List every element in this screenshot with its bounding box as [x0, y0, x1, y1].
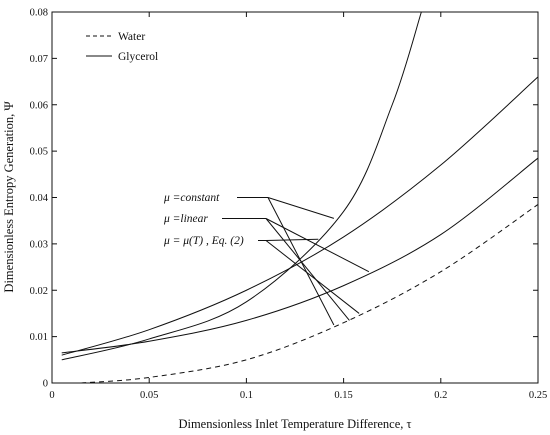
series-line-0 [81, 204, 539, 384]
x-tick-label: 0.15 [334, 390, 352, 401]
annotation-leader [267, 197, 335, 219]
annotation-label: μ = μ(T) , Eq. (2) [163, 235, 244, 247]
y-tick-label: 0.03 [30, 239, 48, 250]
x-tick-label: 0.1 [240, 390, 253, 401]
y-tick-label: 0 [43, 379, 48, 390]
series-line-1 [61, 76, 539, 356]
annotation-leader [265, 238, 319, 241]
y-tick-label: 0.02 [30, 286, 48, 297]
annotation-leader [265, 240, 360, 314]
annotation-leader [265, 218, 370, 273]
annotation-leader [265, 218, 350, 321]
legend: Water Glycerol [86, 31, 158, 63]
annotation-label: μ =constant [163, 192, 220, 204]
series-line-2 [61, 157, 539, 354]
axis-ticks: 0 0.05 0.1 0.15 0.2 0.25 0 0.01 0.02 0.03 0.04 0.05… [30, 8, 548, 402]
x-tick-label: 0.25 [529, 390, 547, 401]
x-tick-label: 0 [49, 390, 54, 401]
plot-frame [51, 11, 539, 384]
y-tick-label: 0.06 [30, 100, 48, 111]
y-tick-label: 0.01 [30, 332, 48, 343]
series-line-3 [61, 11, 422, 361]
y-tick-label: 0.05 [30, 147, 48, 158]
y-axis-label: Dimensionless Entropy Generation, Ψ [2, 101, 16, 293]
x-axis-label: Dimensionless Inlet Temperature Differen… [178, 417, 411, 431]
series-group [61, 11, 539, 384]
x-tick-label: 0.05 [140, 390, 158, 401]
annotation-group: μ =constant μ =linear μ = μ(T) , Eq. (2) [163, 192, 370, 326]
legend-glycerol-label: Glycerol [118, 51, 158, 63]
y-tick-label: 0.08 [30, 8, 48, 19]
y-tick-label: 0.07 [30, 54, 48, 65]
x-tick-label: 0.2 [434, 390, 447, 401]
annotation-label: μ =linear [163, 213, 208, 225]
legend-water-label: Water [118, 31, 145, 43]
y-tick-label: 0.04 [30, 193, 49, 204]
